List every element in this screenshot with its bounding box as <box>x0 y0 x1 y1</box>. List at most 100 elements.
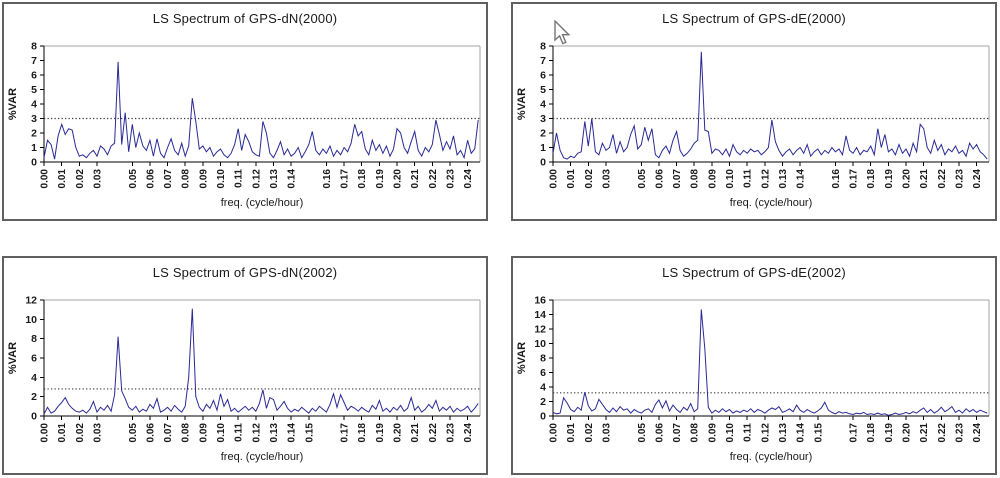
svg-text:0.07: 0.07 <box>672 423 683 443</box>
svg-text:5: 5 <box>540 84 546 96</box>
spectrum-plot-gps-de-2002: 0 2 4 6 8 10 12 14 16 0.00 0.01 0.02 0.03 0.05 0.06 0.0… <box>516 295 990 463</box>
svg-text:0.12: 0.12 <box>251 423 262 443</box>
svg-text:0.11: 0.11 <box>743 169 754 188</box>
svg-text:1: 1 <box>31 142 37 154</box>
svg-text:0: 0 <box>540 157 546 169</box>
svg-text:1: 1 <box>540 142 546 154</box>
chart-title: LS Spectrum of GPS-dN(2000) <box>152 11 338 26</box>
chart-panel-gps-de-2002[interactable]: LS Spectrum of GPS-dE(2002) 0 2 4 6 8 10 12 14 1… <box>511 256 997 475</box>
svg-text:0.19: 0.19 <box>884 169 895 189</box>
svg-text:0.22: 0.22 <box>937 423 948 443</box>
svg-text:0.19: 0.19 <box>884 423 895 443</box>
svg-text:0.18: 0.18 <box>866 169 877 189</box>
svg-text:0.10: 0.10 <box>216 423 227 443</box>
chart-panel-gps-dn-2002[interactable]: LS Spectrum of GPS-dN(2002) 0 2 4 6 8 10 12 0.0… <box>2 256 488 475</box>
svg-text:16: 16 <box>534 295 546 307</box>
svg-text:0.20: 0.20 <box>393 423 404 443</box>
svg-text:0.17: 0.17 <box>340 423 351 443</box>
svg-text:0.23: 0.23 <box>954 169 965 189</box>
svg-text:6: 6 <box>540 367 546 379</box>
svg-text:0.23: 0.23 <box>445 423 456 443</box>
svg-text:0: 0 <box>540 411 546 423</box>
svg-text:0.12: 0.12 <box>251 169 262 189</box>
svg-text:0: 0 <box>31 157 37 169</box>
chart-panel-gps-dn-2000[interactable]: LS Spectrum of GPS-dN(2000) 0 1 2 3 4 5 6 7 8 0.0… <box>2 2 488 221</box>
svg-text:3: 3 <box>31 113 37 125</box>
svg-text:10: 10 <box>534 338 546 350</box>
svg-text:14: 14 <box>534 309 546 321</box>
svg-text:0.13: 0.13 <box>778 169 789 189</box>
svg-text:0.22: 0.22 <box>428 169 439 189</box>
svg-text:0.10: 0.10 <box>725 423 736 443</box>
svg-text:0.00: 0.00 <box>549 423 560 443</box>
svg-text:0.07: 0.07 <box>163 169 174 189</box>
svg-text:%VAR: %VAR <box>7 88 19 120</box>
svg-text:freq. (cycle/hour): freq. (cycle/hour) <box>221 451 304 463</box>
svg-text:0.14: 0.14 <box>796 169 807 189</box>
svg-text:2: 2 <box>540 396 546 408</box>
svg-text:7: 7 <box>540 55 546 67</box>
chart-title: LS Spectrum of GPS-dE(2000) <box>662 11 846 26</box>
svg-text:4: 4 <box>31 99 37 111</box>
svg-text:0.06: 0.06 <box>654 423 665 443</box>
svg-text:0.12: 0.12 <box>760 169 771 189</box>
svg-text:0.18: 0.18 <box>357 423 368 443</box>
svg-text:0.01: 0.01 <box>566 423 577 443</box>
svg-text:6: 6 <box>540 70 546 82</box>
svg-text:0.06: 0.06 <box>145 423 156 443</box>
svg-text:0.08: 0.08 <box>690 169 701 189</box>
svg-text:%VAR: %VAR <box>7 342 19 374</box>
svg-text:0.09: 0.09 <box>707 423 718 443</box>
svg-text:0.12: 0.12 <box>760 423 771 443</box>
svg-text:8: 8 <box>31 333 37 345</box>
mouse-cursor-icon <box>554 20 571 45</box>
svg-text:7: 7 <box>31 55 37 67</box>
svg-text:8: 8 <box>540 41 546 53</box>
svg-text:4: 4 <box>540 99 546 111</box>
svg-text:2: 2 <box>540 128 546 140</box>
svg-text:0.20: 0.20 <box>393 169 404 189</box>
svg-text:0.24: 0.24 <box>972 423 983 443</box>
svg-text:0.07: 0.07 <box>672 169 683 189</box>
svg-text:0.18: 0.18 <box>866 423 877 443</box>
svg-text:0.02: 0.02 <box>75 423 86 443</box>
svg-text:0.03: 0.03 <box>92 423 103 443</box>
svg-text:0.17: 0.17 <box>849 169 860 189</box>
svg-text:0.14: 0.14 <box>287 169 298 189</box>
svg-text:0.05: 0.05 <box>637 423 648 443</box>
svg-text:0.16: 0.16 <box>322 169 333 189</box>
svg-text:0.11: 0.11 <box>743 423 754 442</box>
svg-text:0.08: 0.08 <box>181 169 192 189</box>
spectrum-plot-gps-de-2000: 0 1 2 3 4 5 6 7 8 0.00 0.01 0.02 0.03 0.05 0.06 0.07 0.0… <box>516 41 990 209</box>
svg-text:0.01: 0.01 <box>566 169 577 189</box>
svg-text:2: 2 <box>31 391 37 403</box>
svg-text:0.06: 0.06 <box>145 169 156 189</box>
svg-text:8: 8 <box>31 41 37 53</box>
svg-text:0.18: 0.18 <box>357 169 368 189</box>
svg-text:freq. (cycle/hour): freq. (cycle/hour) <box>221 197 304 209</box>
svg-text:0.24: 0.24 <box>463 423 474 443</box>
svg-text:5: 5 <box>31 84 37 96</box>
svg-text:%VAR: %VAR <box>516 342 528 374</box>
svg-text:0.24: 0.24 <box>972 169 983 189</box>
svg-text:0.21: 0.21 <box>410 423 421 443</box>
svg-text:0.11: 0.11 <box>234 169 245 188</box>
svg-text:10: 10 <box>25 314 37 326</box>
svg-text:0.10: 0.10 <box>216 169 227 189</box>
svg-text:0.19: 0.19 <box>375 169 386 189</box>
svg-text:0.22: 0.22 <box>937 169 948 189</box>
svg-text:0.00: 0.00 <box>40 169 51 189</box>
svg-text:12: 12 <box>534 324 546 336</box>
svg-text:0.21: 0.21 <box>919 169 930 189</box>
svg-text:0.15: 0.15 <box>813 423 824 443</box>
svg-text:freq. (cycle/hour): freq. (cycle/hour) <box>730 451 813 463</box>
svg-text:0.06: 0.06 <box>654 169 665 189</box>
svg-text:0.19: 0.19 <box>375 423 386 443</box>
chart-panel-gps-de-2000[interactable]: LS Spectrum of GPS-dE(2000) 0 1 2 3 4 5 6 7 8 0.0… <box>511 2 997 221</box>
svg-text:0.15: 0.15 <box>304 423 315 443</box>
svg-text:0.21: 0.21 <box>919 423 930 443</box>
svg-text:0.23: 0.23 <box>445 169 456 189</box>
svg-text:0.13: 0.13 <box>269 423 280 443</box>
svg-text:freq. (cycle/hour): freq. (cycle/hour) <box>730 197 813 209</box>
